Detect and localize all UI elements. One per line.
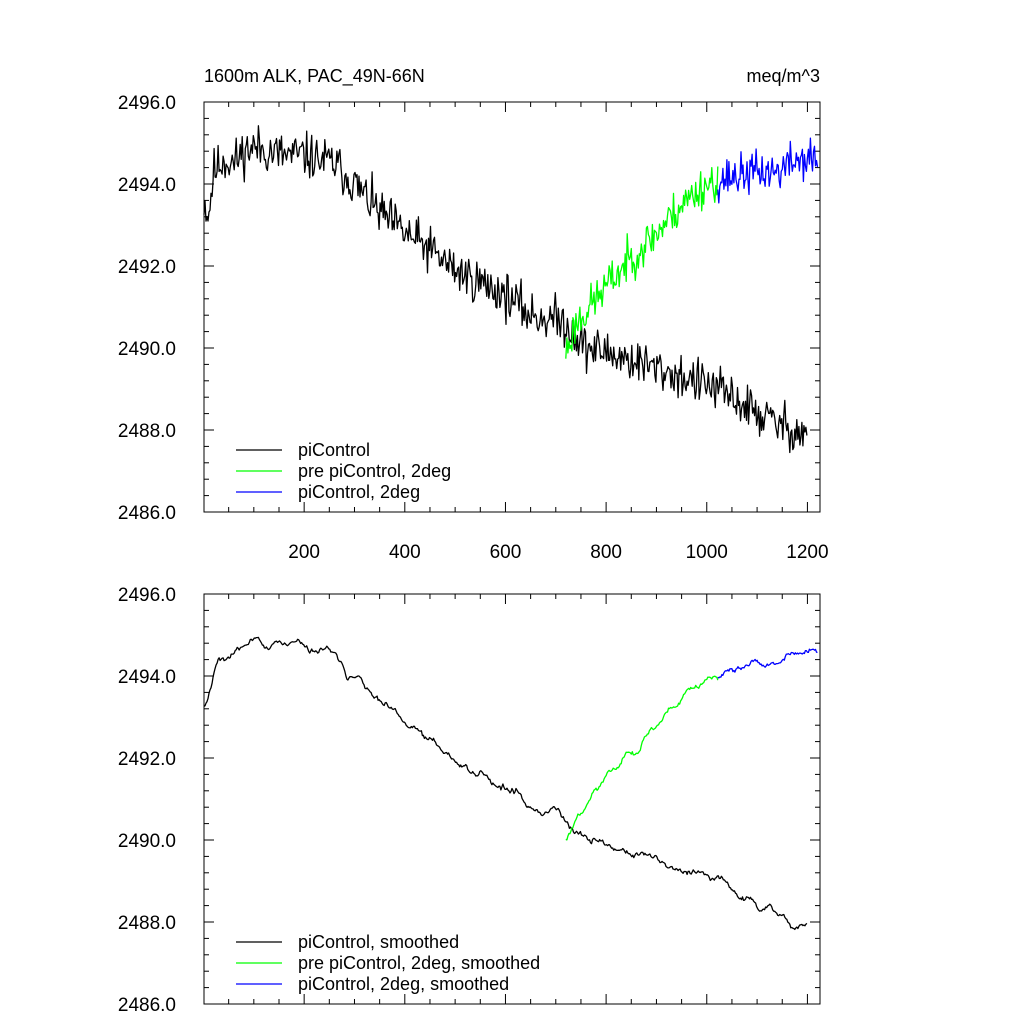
top-panel: 1600m ALK, PAC_49N-66N meq/m^3 2486.0248… [118,66,829,563]
axis-ticks [204,101,820,513]
top-plot-area: 2486.0 2488.0 2490.0 2492.0 2494.0 2496.0 200 4… [118,93,829,563]
series-line-picontrol [203,125,808,454]
axis-ticks [204,593,820,1005]
bottom-panel: 2486.0 2488.0 2490.0 2492.0 2494.0 2496.0 piC… [118,585,821,1016]
y-tick-label: 2490.0 [118,831,176,852]
x-tick-label: 1200 [786,542,828,563]
series-line-picontrol-2deg [717,137,819,204]
legend-label-picontrol: piControl [298,440,370,460]
series-line-picontrol-2deg-smoothed [717,648,818,679]
units-label: meq/m^3 [747,66,820,86]
y-tick-label: 2486.0 [118,503,176,524]
y-tick-label: 2496.0 [118,585,176,606]
legend-label-picontrol-smoothed: piControl, smoothed [298,932,459,952]
y-tick-label: 2496.0 [118,93,176,114]
series-line-pre-picontrol-2deg-smoothed [565,675,719,841]
top-plot-frame [203,101,821,513]
legend-label-picontrol-2deg-smoothed: piControl, 2deg, smoothed [298,974,509,994]
y-tick-label: 2494.0 [118,667,176,688]
top-legend: piControl pre piControl, 2deg piControl,… [236,440,451,502]
bottom-plot-frame [203,593,821,1005]
x-tick-label: 1000 [686,542,728,563]
legend-label-picontrol-2deg: piControl, 2deg [298,482,420,502]
x-tick-label: 800 [590,542,622,563]
y-tick-label: 2492.0 [118,749,176,770]
series-line-pre-picontrol-2deg [565,166,719,359]
y-tick-label: 2490.0 [118,339,176,360]
y-tick-label: 2488.0 [118,913,176,934]
x-tick-label: 400 [389,542,421,563]
legend-label-pre-picontrol-2deg-smoothed: pre piControl, 2deg, smoothed [298,953,540,973]
x-tick-label: 600 [490,542,522,563]
y-tick-label: 2494.0 [118,175,176,196]
legend-label-pre-picontrol-2deg: pre piControl, 2deg [298,461,451,481]
y-tick-label: 2488.0 [118,421,176,442]
x-tick-label: 200 [288,542,320,563]
series-line-picontrol-smoothed [203,636,808,931]
y-tick-label: 2492.0 [118,257,176,278]
chart-title: 1600m ALK, PAC_49N-66N [204,66,425,87]
bottom-plot-area: 2486.0 2488.0 2490.0 2492.0 2494.0 2496.0 [118,585,820,1016]
bottom-legend: piControl, smoothed pre piControl, 2deg,… [236,932,540,994]
y-tick-label: 2486.0 [118,995,176,1016]
